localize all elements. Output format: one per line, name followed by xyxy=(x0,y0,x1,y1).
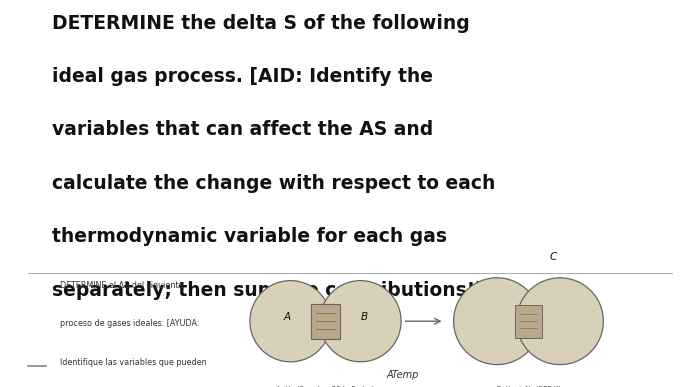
Text: DETERMINE the delta S of the following: DETERMINE the delta S of the following xyxy=(52,14,470,33)
Text: A: A xyxy=(284,312,290,322)
Ellipse shape xyxy=(517,278,603,365)
FancyBboxPatch shape xyxy=(311,304,340,339)
Text: C: C xyxy=(550,252,556,262)
Text: DETERMINE el ΔS del siguiente: DETERMINE el ΔS del siguiente xyxy=(60,281,183,289)
Text: ideal gas process. [AID: Identify the: ideal gas process. [AID: Identify the xyxy=(52,67,433,86)
Ellipse shape xyxy=(320,281,401,362)
Text: B: B xyxy=(360,312,368,322)
FancyBboxPatch shape xyxy=(515,305,542,337)
Text: C: He + N₂ (273 K): C: He + N₂ (273 K) xyxy=(496,385,561,387)
Text: variables that can affect the AS and: variables that can affect the AS and xyxy=(52,120,434,139)
Text: Identifique las variables que pueden: Identifique las variables que pueden xyxy=(60,358,206,367)
Text: ATemp: ATemp xyxy=(386,370,419,380)
Text: proceso de gases ideales. [AYUDA:: proceso de gases ideales. [AYUDA: xyxy=(60,319,199,328)
Text: thermodynamic variable for each gas: thermodynamic variable for each gas xyxy=(52,227,447,246)
Ellipse shape xyxy=(454,278,540,365)
Text: separately; then sum the contributions!]: separately; then sum the contributions!] xyxy=(52,281,484,300)
Ellipse shape xyxy=(250,281,331,362)
Text: calculate the change with respect to each: calculate the change with respect to eac… xyxy=(52,174,496,193)
Text: A: He (2 moles, 20 L, 5 atm): A: He (2 moles, 20 L, 5 atm) xyxy=(276,385,374,387)
